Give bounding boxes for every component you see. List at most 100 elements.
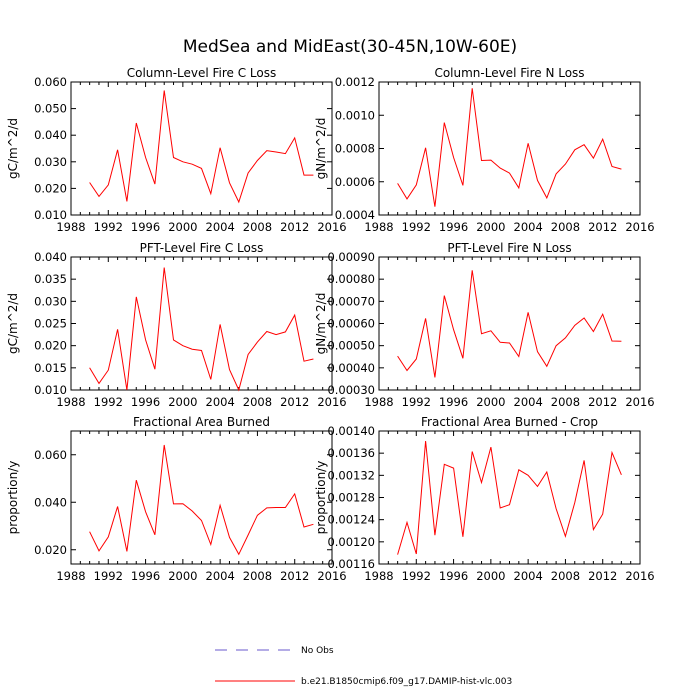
y-axis-label: proportion/y xyxy=(314,461,328,535)
x-tick-label: 1996 xyxy=(439,395,468,409)
y-axis-label: proportion/y xyxy=(6,461,20,535)
x-tick-label: 2000 xyxy=(168,569,197,583)
y-tick-label: 0.040 xyxy=(34,250,67,264)
legend-no-obs-label: No Obs xyxy=(301,646,334,656)
y-tick-label: 0.00050 xyxy=(327,339,375,353)
y-axis-label: gN/m^2/d xyxy=(314,293,328,355)
y-tick-label: 0.0004 xyxy=(335,208,375,222)
x-tick-label: 2004 xyxy=(514,220,543,234)
y-tick-label: 0.010 xyxy=(34,208,67,222)
x-tick-label: 1992 xyxy=(94,395,123,409)
x-tick-label: 2016 xyxy=(625,220,654,234)
series-line xyxy=(397,88,622,207)
series-line xyxy=(89,444,314,556)
x-tick-label: 1988 xyxy=(56,395,85,409)
plot-frame xyxy=(70,430,333,565)
x-tick-label: 2012 xyxy=(588,395,617,409)
x-tick-label: 2004 xyxy=(206,220,235,234)
series-line xyxy=(89,267,314,392)
panel-fractional-area-burned-crop: Fractional Area Burned - Crop 1988 1992 199… xyxy=(314,415,655,583)
y-tick-label: 0.0012 xyxy=(335,75,375,89)
x-tick-label: 1988 xyxy=(56,220,85,234)
x-tick-label: 2012 xyxy=(588,569,617,583)
panel-title: Fractional Area Burned - Crop xyxy=(421,415,598,429)
x-tick-label: 2008 xyxy=(551,569,580,583)
x-tick-label: 1988 xyxy=(364,220,393,234)
x-tick-label: 2016 xyxy=(625,395,654,409)
y-tick-label: 0.00060 xyxy=(327,317,375,331)
x-tick-label: 1988 xyxy=(364,569,393,583)
x-tick-label: 2012 xyxy=(280,395,309,409)
y-tick-label: 0.010 xyxy=(34,383,67,397)
y-tick-label: 0.00080 xyxy=(327,272,375,286)
y-tick-label: 0.060 xyxy=(34,448,67,462)
x-tick-label: 1988 xyxy=(364,395,393,409)
series-line xyxy=(397,440,622,555)
y-tick-label: 0.0010 xyxy=(335,108,375,122)
x-tick-label: 1992 xyxy=(94,220,123,234)
panel-pft-level-fire-n-loss: PFT-Level Fire N Loss 1988 1992 1996 2000 200… xyxy=(314,241,655,409)
x-tick-label: 2012 xyxy=(280,569,309,583)
y-axis-label: gC/m^2/d xyxy=(6,293,20,354)
y-axis-label: gC/m^2/d xyxy=(6,118,20,179)
x-tick-label: 2008 xyxy=(243,395,272,409)
x-tick-label: 2016 xyxy=(317,569,346,583)
y-tick-label: 0.025 xyxy=(34,317,67,331)
x-tick-label: 2000 xyxy=(168,395,197,409)
panel-title: Column-Level Fire C Loss xyxy=(127,66,277,80)
x-tick-label: 2008 xyxy=(243,220,272,234)
panels: Column-Level Fire C Loss 1988 1992 1996 2000… xyxy=(6,66,655,583)
panel-column-level-fire-c-loss: Column-Level Fire C Loss 1988 1992 1996 2000… xyxy=(6,66,347,234)
y-tick-label: 0.020 xyxy=(34,181,67,195)
y-tick-label: 0.00124 xyxy=(327,513,375,527)
y-tick-label: 0.00030 xyxy=(327,383,375,397)
y-tick-label: 0.00040 xyxy=(327,361,375,375)
x-tick-label: 2012 xyxy=(280,220,309,234)
x-tick-label: 2000 xyxy=(476,569,505,583)
y-tick-label: 0.00136 xyxy=(327,446,375,460)
legend-series-label: b.e21.B1850cmip6.f09_g17.DAMIP-hist-vlc.… xyxy=(301,677,512,687)
figure-title: MedSea and MidEast(30-45N,10W-60E) xyxy=(183,37,517,57)
x-tick-label: 2000 xyxy=(476,395,505,409)
x-tick-label: 2016 xyxy=(625,569,654,583)
x-tick-label: 2004 xyxy=(206,569,235,583)
x-tick-label: 2008 xyxy=(551,395,580,409)
y-tick-label: 0.0006 xyxy=(335,175,375,189)
legend: No Obs b.e21.B1850cmip6.f09_g17.DAMIP-hi… xyxy=(215,646,512,687)
plot-frame xyxy=(378,256,641,391)
series-line xyxy=(397,270,622,378)
x-tick-label: 2012 xyxy=(588,220,617,234)
y-tick-label: 0.040 xyxy=(34,128,67,142)
panel-title: PFT-Level Fire N Loss xyxy=(447,241,571,255)
y-tick-label: 0.050 xyxy=(34,102,67,116)
panel-pft-level-fire-c-loss: PFT-Level Fire C Loss 1988 1992 1996 2000 200… xyxy=(6,241,347,409)
y-axis-label: gN/m^2/d xyxy=(314,118,328,180)
x-tick-label: 2004 xyxy=(514,569,543,583)
x-tick-label: 2008 xyxy=(243,569,272,583)
panel-column-level-fire-n-loss: Column-Level Fire N Loss 1988 1992 1996 2000… xyxy=(314,66,655,234)
y-tick-label: 0.020 xyxy=(34,339,67,353)
y-tick-label: 0.00132 xyxy=(327,468,375,482)
x-tick-label: 2004 xyxy=(206,395,235,409)
panel-fractional-area-burned: Fractional Area Burned 1988 1992 1996 2000 20… xyxy=(6,415,347,583)
y-tick-label: 0.00140 xyxy=(327,424,375,438)
series-line xyxy=(89,90,314,204)
x-tick-label: 1996 xyxy=(131,220,160,234)
y-tick-label: 0.030 xyxy=(34,155,67,169)
panel-title: PFT-Level Fire C Loss xyxy=(140,241,264,255)
y-tick-label: 0.035 xyxy=(34,272,67,286)
x-tick-label: 1992 xyxy=(402,395,431,409)
plot-frame xyxy=(378,430,641,565)
y-tick-label: 0.00090 xyxy=(327,250,375,264)
y-tick-label: 0.020 xyxy=(34,543,67,557)
x-tick-label: 2016 xyxy=(317,395,346,409)
x-tick-label: 1988 xyxy=(56,569,85,583)
plot-frame xyxy=(70,256,333,391)
x-tick-label: 1996 xyxy=(439,569,468,583)
plot-frame xyxy=(378,81,641,216)
x-tick-label: 2008 xyxy=(551,220,580,234)
panel-title: Fractional Area Burned xyxy=(133,415,270,429)
panel-title: Column-Level Fire N Loss xyxy=(434,66,584,80)
x-tick-label: 1992 xyxy=(402,569,431,583)
